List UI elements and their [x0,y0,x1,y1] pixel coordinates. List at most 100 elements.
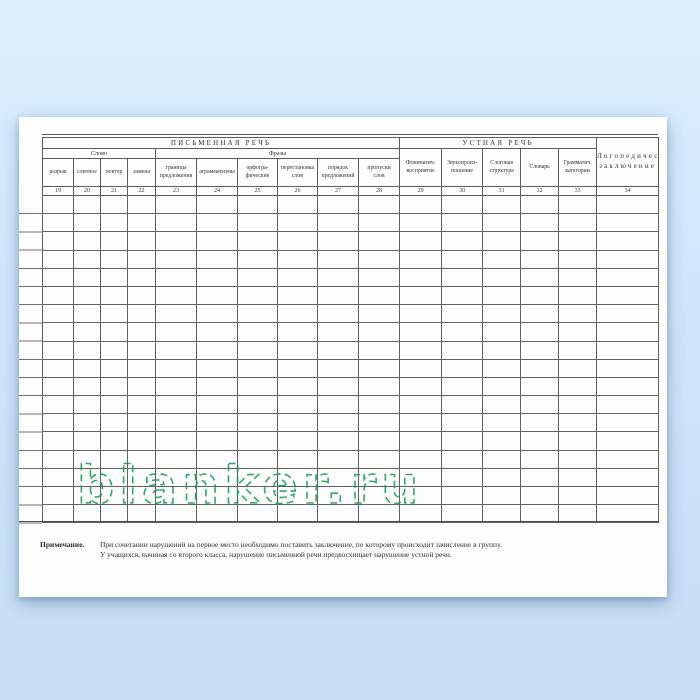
grid-cell [127,358,156,378]
grid-cell [42,376,74,397]
grid-cell [596,449,660,469]
grid-cell [482,467,522,488]
grid-cell [357,358,401,378]
grid-cell [127,413,156,433]
grid-cell [558,376,598,397]
table-row [42,449,660,469]
grid-cell [73,231,101,251]
grid-cell [237,304,278,324]
grid-cell [42,431,74,451]
grid-cell [277,358,318,378]
grid-cell [237,249,278,269]
grid-cell [73,485,101,506]
grid-cell [237,194,278,215]
grid-cell [196,467,238,488]
grid-cell [237,231,278,251]
grid-cell [277,340,318,360]
grid-cell [482,231,522,251]
grid-cell [357,395,401,415]
grid-cell [596,431,660,451]
grid-cell [357,267,401,287]
grid-cell [127,231,156,251]
grid-cell [155,285,197,306]
grid-cell [520,358,560,378]
grid-cell [196,194,238,215]
grid-cell [399,249,443,269]
grid-cell [482,431,522,451]
grid-cell [127,449,156,469]
grid-cell [155,395,197,415]
grid-cell [100,267,128,287]
grid-cell [277,376,318,397]
grid-cell [558,395,598,415]
grid-cell [399,213,443,233]
grid-cell [100,449,128,469]
grid-cell [357,449,401,469]
grid-cell [100,413,128,433]
grid-cell [441,467,484,488]
column-number: 28 [357,186,401,196]
grid-cell [277,467,318,488]
grid-cell [155,340,197,360]
grid-cell [73,395,101,415]
column-number: 30 [441,186,484,196]
grid-cell [42,467,74,488]
grid-cell [73,413,101,433]
grid-cell [237,413,278,433]
grid-cell [196,322,238,342]
grid-cell [127,485,156,506]
grid-cell [482,304,522,324]
grid-cell [399,304,443,324]
column-header-break: разрыв [42,158,74,187]
grid-cell [73,449,101,469]
grid-cell [441,285,484,306]
grid-cell [237,358,278,378]
grid-cell [100,340,128,360]
grid-cell [520,413,560,433]
column-number: 26 [277,186,318,196]
grid-cell [237,395,278,415]
grid-cell [596,485,660,506]
grid-cell [100,358,128,378]
grid-cell [42,395,74,415]
column-number: 33 [558,186,598,196]
grid-cell [399,231,443,251]
column-header-agrammatisms: аграмматизмы [196,158,238,187]
grid-cell [237,267,278,287]
grid-cell [520,231,560,251]
grid-cell [277,449,318,469]
grid-cell [277,395,318,415]
grid-cell [317,376,359,397]
grid-cell [357,467,401,488]
grid-cell [155,249,197,269]
grid-cell [558,467,598,488]
grid-cell [317,322,359,342]
grid-cell [399,194,443,215]
column-header-sound-pronunciation: Звукопроиз- ношение [441,148,484,187]
grid-cell [441,213,484,233]
table-row [42,340,660,360]
grid-cell [317,249,359,269]
grid-cell [520,267,560,287]
column-number: 31 [482,186,522,196]
grid-cell [155,267,197,287]
subgroup-header-row: Слово Фразы Фонематич. восприятие Звукоп… [42,148,659,187]
document-page: ПИСЬМЕННАЯ РЕЧЬ УСТНАЯ РЕЧЬ Логопедическ… [19,117,667,597]
grid-cell [100,431,128,451]
grid-cell [482,485,522,506]
grid-cell [596,194,660,215]
grid-cell [127,376,156,397]
grid-cell [596,413,660,433]
grid-cell [127,304,156,324]
grid-cell [155,213,197,233]
table-row [42,395,660,415]
grid-cell [127,267,156,287]
grid-cell [558,213,598,233]
grid-cell [482,194,522,215]
grid-cell [596,267,660,287]
grid-cell [558,249,598,269]
speech-journal-table: ПИСЬМЕННАЯ РЕЧЬ УСТНАЯ РЕЧЬ Логопедическ… [41,137,660,524]
column-header-conclusion: Логопедическое заключение [596,137,660,187]
grid-cell [100,249,128,269]
grid-cell [127,340,156,360]
